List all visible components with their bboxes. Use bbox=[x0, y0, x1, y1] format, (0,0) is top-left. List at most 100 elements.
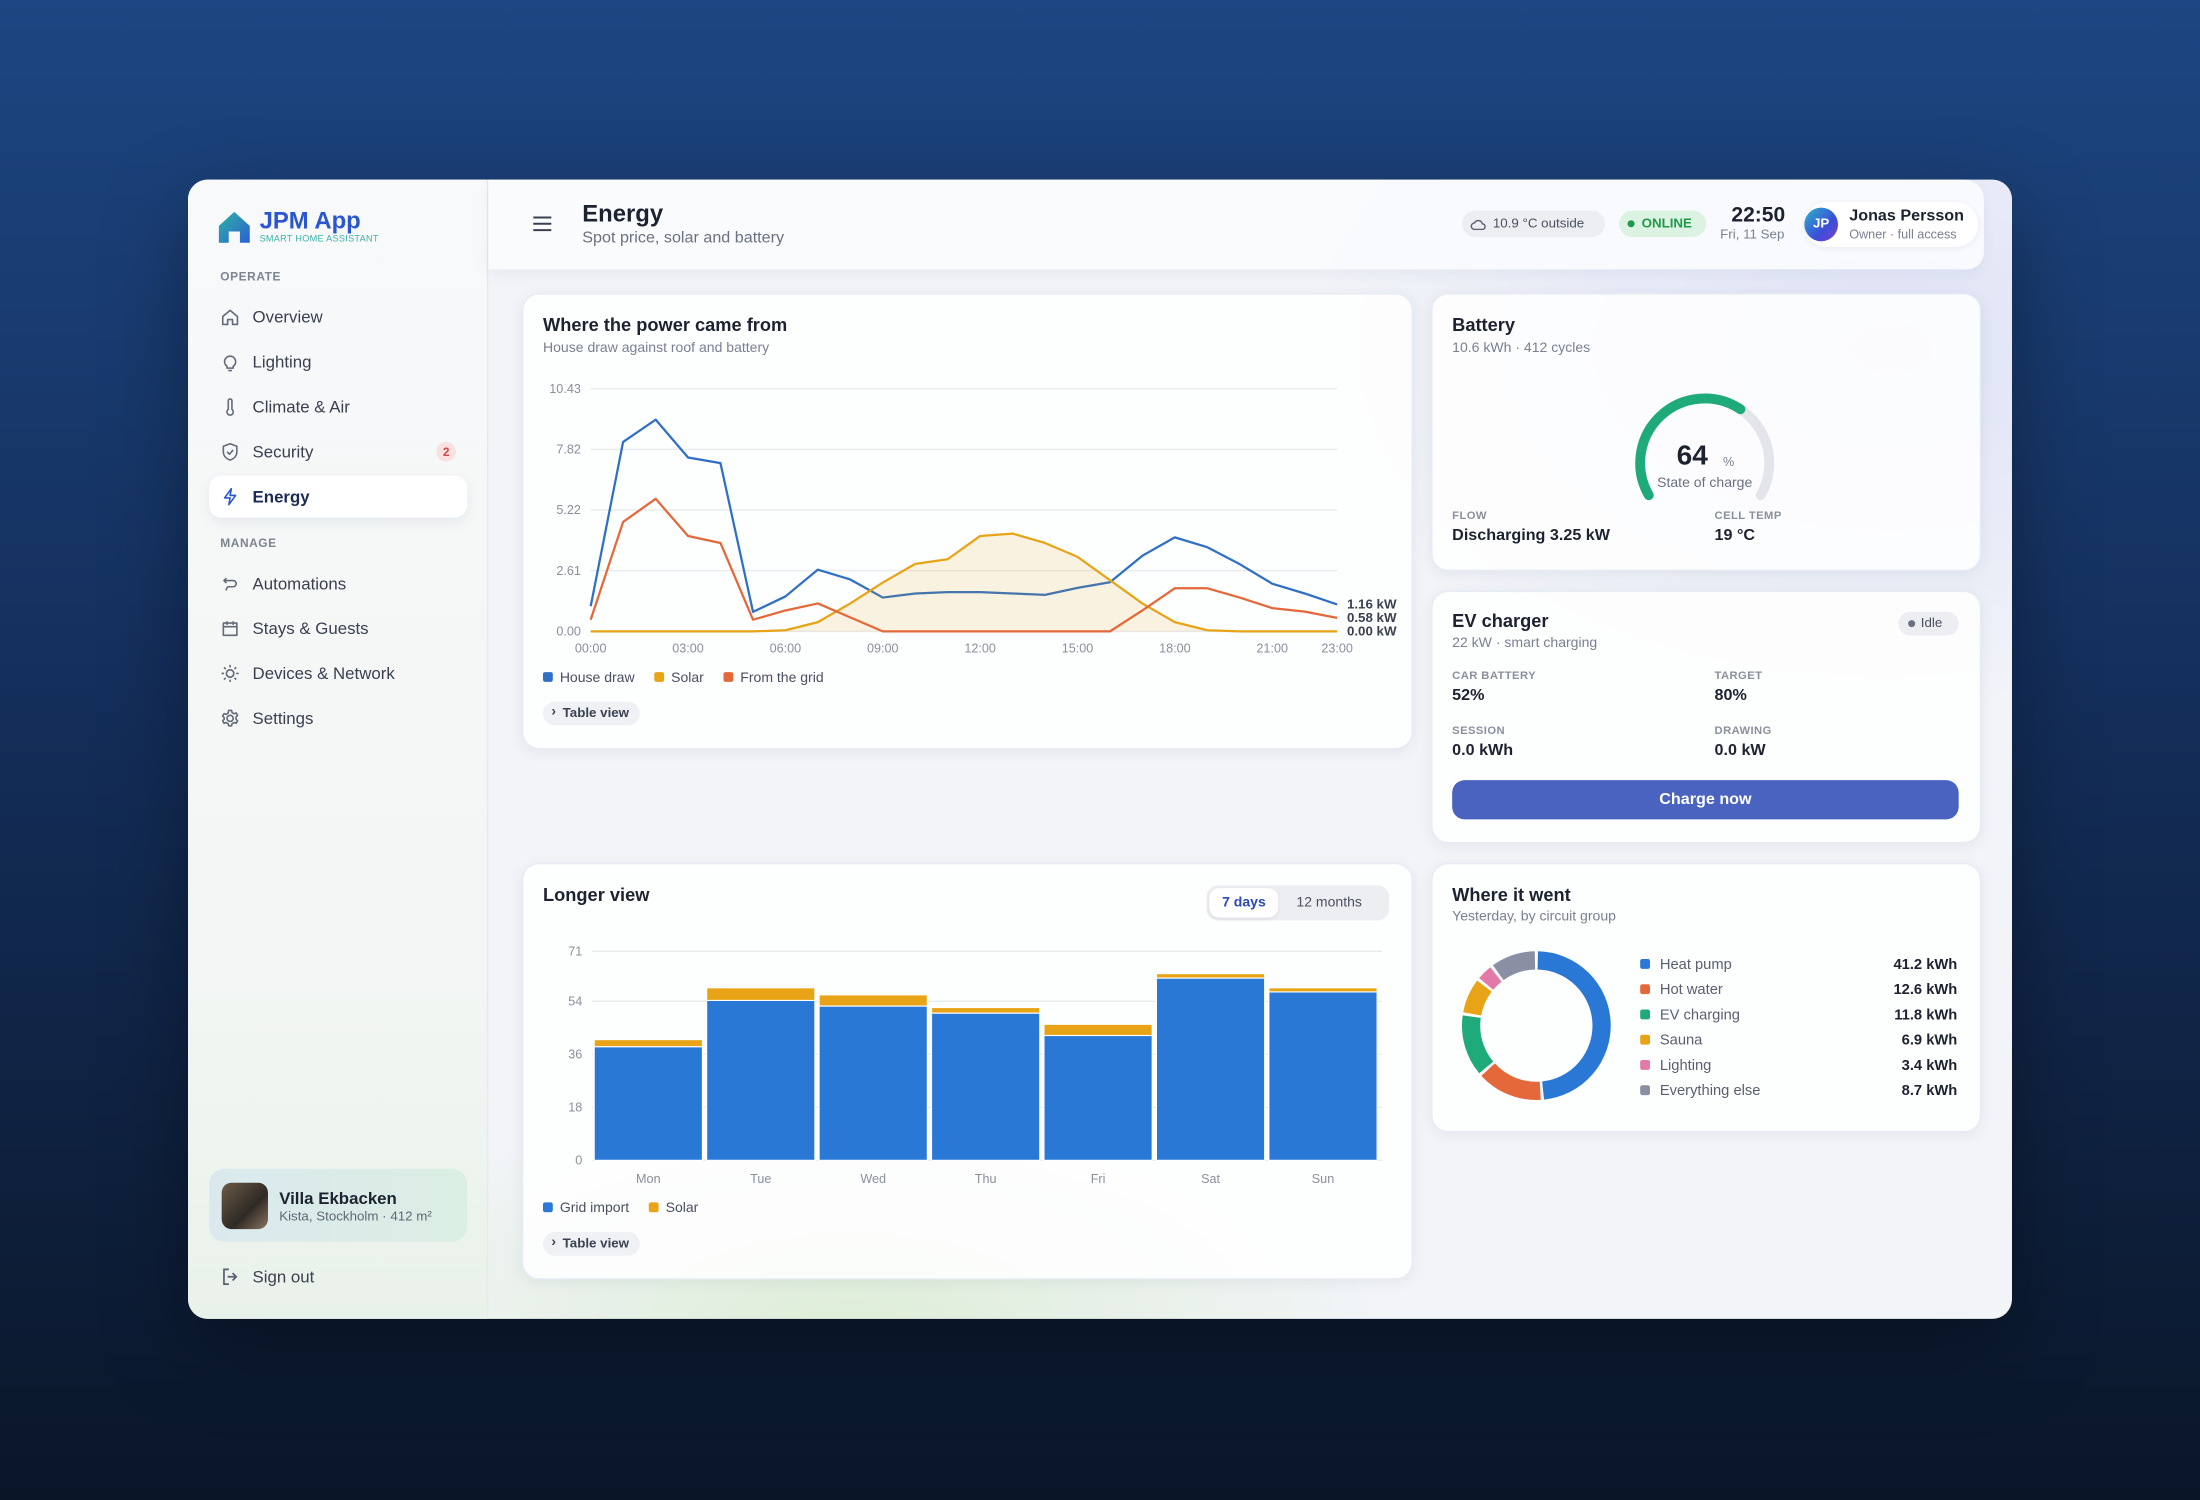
nav-icon-path bbox=[221, 309, 239, 326]
battery-unit: % bbox=[1722, 454, 1735, 469]
table-view-button[interactable]: Table view bbox=[542, 1230, 641, 1256]
nav-label: Overview bbox=[252, 307, 323, 327]
nav-label: Energy bbox=[252, 486, 310, 507]
nav-icon-path bbox=[222, 621, 238, 637]
nav-item[interactable]: Devices & Network bbox=[209, 652, 467, 694]
status-dot bbox=[1908, 620, 1916, 628]
status-dot bbox=[1627, 220, 1635, 228]
user-pill[interactable]: JP Jonas Persson Owner · full access bbox=[1804, 202, 1979, 247]
nav-section-title: MANAGE bbox=[220, 535, 277, 550]
avatar: JP bbox=[1804, 207, 1839, 242]
cloud-icon bbox=[1470, 219, 1486, 231]
nav-label: Climate & Air bbox=[252, 397, 350, 417]
page-title: Energy bbox=[582, 200, 664, 228]
stat-label: TARGET bbox=[1714, 669, 1763, 682]
card-title: Battery bbox=[1452, 314, 1516, 336]
nav-label: Settings bbox=[252, 708, 314, 729]
page-subtitle: Spot price, solar and battery bbox=[582, 230, 785, 247]
card-subtitle: House draw against roof and battery bbox=[542, 340, 770, 357]
longer-view-card bbox=[521, 862, 1413, 1280]
stat-value: Discharging 3.25 kW bbox=[1452, 527, 1610, 545]
status-pill: ONLINE bbox=[1619, 210, 1707, 238]
nav-icon-path bbox=[222, 443, 238, 461]
home-name: Villa Ekbacken bbox=[279, 1188, 397, 1209]
status: ONLINE bbox=[1641, 216, 1692, 232]
nav-label: Devices & Network bbox=[252, 663, 395, 684]
nav-label: Automations bbox=[252, 573, 347, 594]
nav-item[interactable]: Energy bbox=[209, 475, 468, 518]
stat-label: CAR BATTERY bbox=[1452, 669, 1536, 682]
nav-icon-path bbox=[221, 709, 239, 727]
weather-pill: 10.9 °C outside bbox=[1461, 210, 1606, 238]
stat-value: 80% bbox=[1714, 687, 1747, 705]
home-card[interactable]: Villa Ekbacken Kista, Stockholm · 412 m² bbox=[209, 1168, 468, 1242]
nav-icon bbox=[223, 577, 237, 591]
nav-item[interactable]: Overview bbox=[209, 296, 467, 338]
stat-label: DRAWING bbox=[1714, 723, 1772, 737]
app-tagline: SMART HOME ASSISTANT bbox=[259, 234, 379, 245]
nav-label: Security bbox=[252, 441, 314, 462]
power-card bbox=[521, 293, 1413, 750]
home-location: Kista, Stockholm · 412 m² bbox=[279, 1209, 432, 1225]
menu-button[interactable] bbox=[533, 216, 552, 232]
table-view-button[interactable]: Table view bbox=[542, 700, 641, 726]
nav-label: Lighting bbox=[252, 352, 312, 372]
ev-status: Idle bbox=[1920, 615, 1943, 632]
nav-icon-path bbox=[223, 577, 237, 591]
card-subtitle: Yesterday, by circuit group bbox=[1452, 909, 1616, 925]
nav-item[interactable]: Automations bbox=[209, 563, 467, 605]
battery-charge-label: State of charge bbox=[1657, 475, 1753, 492]
stat-value: 0.0 kWh bbox=[1452, 742, 1514, 760]
toggle-option[interactable]: 12 months bbox=[1296, 895, 1362, 911]
nav-icon bbox=[226, 398, 235, 416]
header-bar bbox=[488, 179, 1984, 270]
nav-icon bbox=[223, 487, 237, 506]
sign-out-icon bbox=[223, 1268, 238, 1286]
nav-icon-path bbox=[223, 487, 237, 506]
logo-icon bbox=[218, 211, 250, 243]
nav-section-title: OPERATE bbox=[220, 269, 281, 284]
user-role: Owner · full access bbox=[1849, 227, 1957, 242]
home-photo bbox=[221, 1182, 268, 1230]
nav-item[interactable]: Lighting bbox=[209, 341, 467, 383]
sidebar-bg bbox=[188, 179, 489, 1319]
nav-icon-path bbox=[223, 355, 237, 372]
nav-item[interactable]: Stays & Guests bbox=[209, 608, 467, 650]
user-name: Jonas Persson bbox=[1849, 207, 1965, 225]
weather: 10.9 °C outside bbox=[1492, 216, 1585, 232]
nav-icon bbox=[223, 355, 237, 372]
nav-icon bbox=[222, 621, 238, 637]
card-subtitle: 10.6 kWh · 412 cycles bbox=[1452, 340, 1591, 357]
stat-value: 52% bbox=[1452, 687, 1485, 705]
charge-now-button[interactable]: Charge now bbox=[1452, 780, 1959, 820]
nav-icon bbox=[221, 309, 239, 326]
stat-label: FLOW bbox=[1452, 509, 1487, 522]
sign-out[interactable]: Sign out bbox=[252, 1266, 315, 1287]
card-title: Longer view bbox=[542, 883, 650, 905]
nav-icon bbox=[222, 443, 238, 461]
nav-item[interactable]: Settings bbox=[209, 697, 467, 739]
stat-label: SESSION bbox=[1452, 723, 1506, 737]
nav-badge: 2 bbox=[436, 441, 456, 462]
card-title: Where the power came from bbox=[542, 314, 788, 336]
toggle-option[interactable]: 7 days bbox=[1209, 888, 1279, 918]
range-toggle: 7 days 12 months bbox=[1206, 885, 1390, 921]
card-title: EV charger bbox=[1452, 610, 1549, 632]
ev-status-pill: Idle bbox=[1898, 611, 1959, 636]
card-subtitle: 22 kW · smart charging bbox=[1452, 635, 1598, 652]
app-name: JPM App bbox=[259, 207, 361, 235]
stat-value: 19 °C bbox=[1714, 527, 1756, 545]
nav-item[interactable]: Climate & Air bbox=[209, 386, 467, 428]
nav-icon-path bbox=[221, 664, 239, 683]
nav-icon-path bbox=[226, 398, 235, 416]
battery-charge: 64 bbox=[1676, 440, 1708, 472]
clock-date: Fri, 11 Sep bbox=[1720, 227, 1785, 243]
nav-item[interactable]: Security 2 bbox=[209, 431, 467, 473]
clock-time: 22:50 bbox=[1731, 203, 1786, 228]
nav-label: Stays & Guests bbox=[252, 618, 369, 639]
card-title: Where it went bbox=[1452, 883, 1571, 905]
nav-icon bbox=[221, 709, 239, 727]
stat-label: CELL TEMP bbox=[1714, 509, 1782, 522]
